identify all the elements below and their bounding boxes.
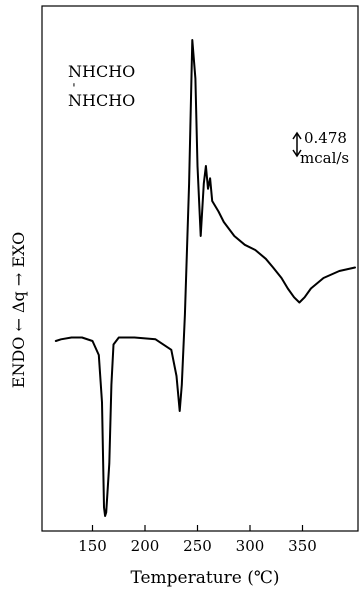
- x-tick-label-300: 300: [236, 537, 265, 555]
- compound-bond-mark: ˈ: [72, 82, 76, 98]
- x-tick-label-350: 350: [288, 537, 317, 555]
- x-tick-label-200: 200: [131, 537, 160, 555]
- scale-bar-icon: [292, 131, 302, 158]
- x-tick-label-150: 150: [78, 537, 107, 555]
- scale-bar-unit: mcal/s: [300, 149, 349, 167]
- x-axis-label: Temperature (℃): [130, 568, 279, 588]
- compound-label-line1: NHCHO: [68, 62, 135, 81]
- plot-frame: [41, 5, 359, 532]
- thermogram-curve: [54, 39, 356, 517]
- compound-label-line2: NHCHO: [68, 91, 135, 110]
- x-axis-ticks: 150 200 250 300 350: [78, 525, 317, 555]
- x-tick-label-250: 250: [183, 537, 212, 555]
- scale-bar-value: 0.478: [304, 129, 347, 147]
- y-axis-label: ENDO ← Δq → EXO: [9, 232, 28, 388]
